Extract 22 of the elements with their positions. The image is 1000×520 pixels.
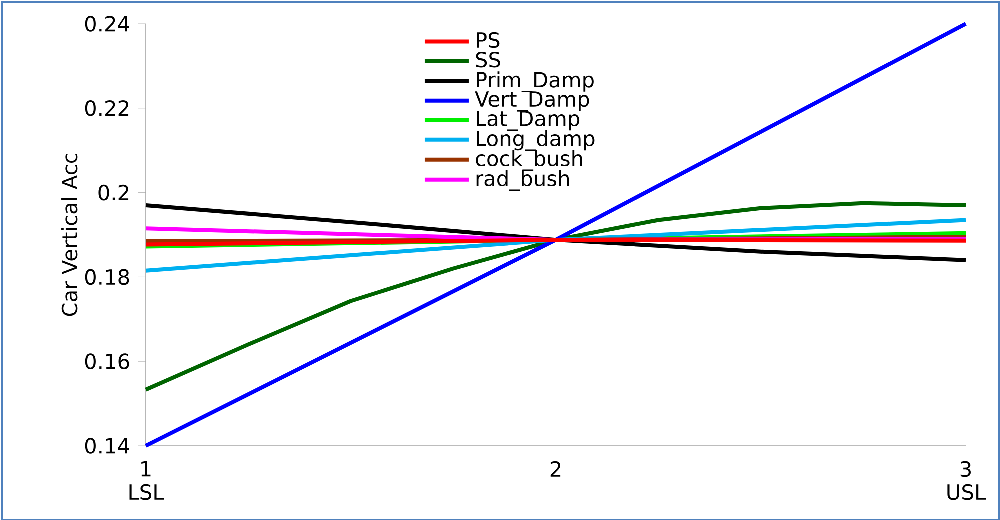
legend-label: cock_bush bbox=[476, 150, 582, 172]
y-tick-label: 0.18 bbox=[85, 269, 130, 286]
x-tick-label: 2 bbox=[550, 461, 561, 477]
text: USL bbox=[948, 484, 986, 500]
y-tick-label: 0.16 bbox=[85, 354, 130, 370]
legend-label: Vert_Damp bbox=[475, 92, 590, 112]
y-axis-title: Car Vertical Acc bbox=[62, 154, 78, 316]
y-tick-label: 0.14 bbox=[85, 438, 130, 454]
line-series bbox=[144, 201, 968, 392]
legend-label: Lat_Damp bbox=[477, 111, 580, 132]
text: LSL bbox=[130, 484, 164, 500]
y-tick-label: 0.22 bbox=[85, 100, 129, 116]
x-tick-label: 1 bbox=[142, 461, 151, 477]
legend-label: PS bbox=[477, 32, 500, 48]
legend-label: Prim_Damp bbox=[477, 72, 594, 92]
legend-label: Long_damp bbox=[477, 130, 595, 152]
x-tick-label: 3 bbox=[960, 461, 971, 478]
y-tick-label: 0.24 bbox=[85, 16, 130, 32]
legend-label: SS bbox=[476, 52, 500, 68]
y-tick-label: 0.2 bbox=[98, 184, 129, 201]
legend-label: rad_bush bbox=[476, 170, 570, 192]
line-series bbox=[144, 203, 968, 262]
